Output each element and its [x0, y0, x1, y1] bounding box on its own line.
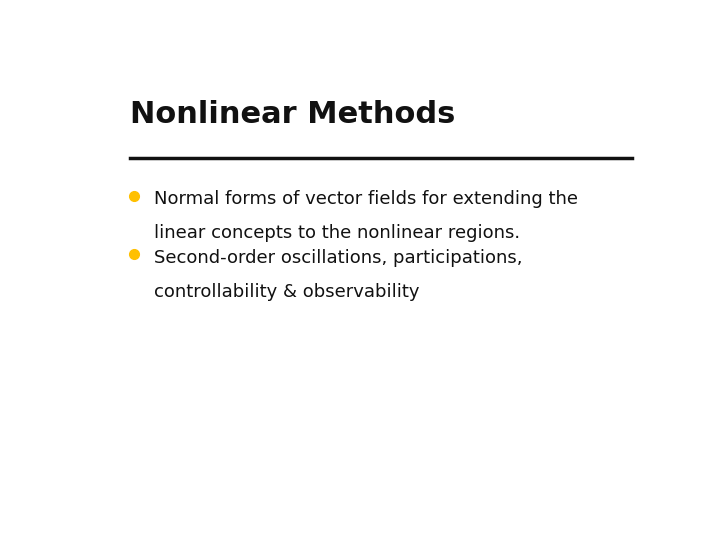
Text: Normal forms of vector fields for extending the: Normal forms of vector fields for extend… [154, 190, 578, 207]
Text: controllability & observability: controllability & observability [154, 282, 420, 301]
Text: Nonlinear Methods: Nonlinear Methods [130, 100, 456, 129]
Text: Second-order oscillations, participations,: Second-order oscillations, participation… [154, 248, 523, 267]
Text: linear concepts to the nonlinear regions.: linear concepts to the nonlinear regions… [154, 224, 521, 241]
